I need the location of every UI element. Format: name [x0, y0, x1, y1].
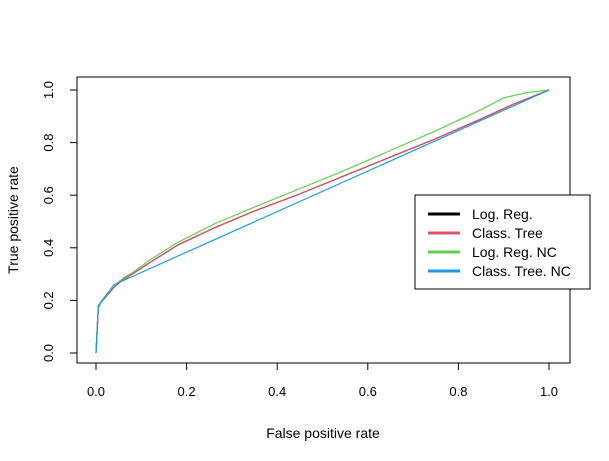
legend-label: Log. Reg. NC: [472, 244, 557, 260]
y-tick-label: 0.6: [41, 186, 56, 204]
x-tick-label: 0.8: [449, 384, 467, 399]
x-tick-label: 1.0: [540, 384, 558, 399]
legend-label: Class. Tree. NC: [472, 263, 571, 279]
legend-entries: Log. Reg. Class. Tree Log. Reg. NC Class. T…: [428, 206, 571, 279]
legend: Log. Reg. Class. Tree Log. Reg. NC Class. T…: [414, 194, 591, 290]
y-tick-label: 0.8: [41, 134, 56, 152]
y-tick-label: 0.2: [41, 291, 56, 309]
y-tick-label: 1.0: [41, 81, 56, 99]
y-tick-label: 0.0: [41, 344, 56, 362]
x-tick-label: 0.4: [268, 384, 286, 399]
legend-box: [414, 194, 591, 290]
x-tick-label: 0.0: [87, 384, 105, 399]
legend-label: Class. Tree: [472, 225, 543, 241]
legend-label: Log. Reg.: [472, 206, 533, 222]
y-axis-title: True positive rate: [5, 166, 21, 274]
x-axis-title: False positive rate: [266, 425, 380, 441]
series-line-2: [95, 89, 550, 354]
y-axis: 0.0 0.2 0.4 0.6 0.8 1.0: [41, 81, 78, 362]
series-layer: [95, 89, 550, 354]
x-tick-label: 0.6: [359, 384, 377, 399]
x-tick-label: 0.2: [178, 384, 196, 399]
x-axis: 0.0 0.2 0.4 0.6 0.8 1.0: [87, 362, 558, 399]
y-tick-label: 0.4: [41, 239, 56, 257]
series-line-4: [95, 89, 550, 354]
